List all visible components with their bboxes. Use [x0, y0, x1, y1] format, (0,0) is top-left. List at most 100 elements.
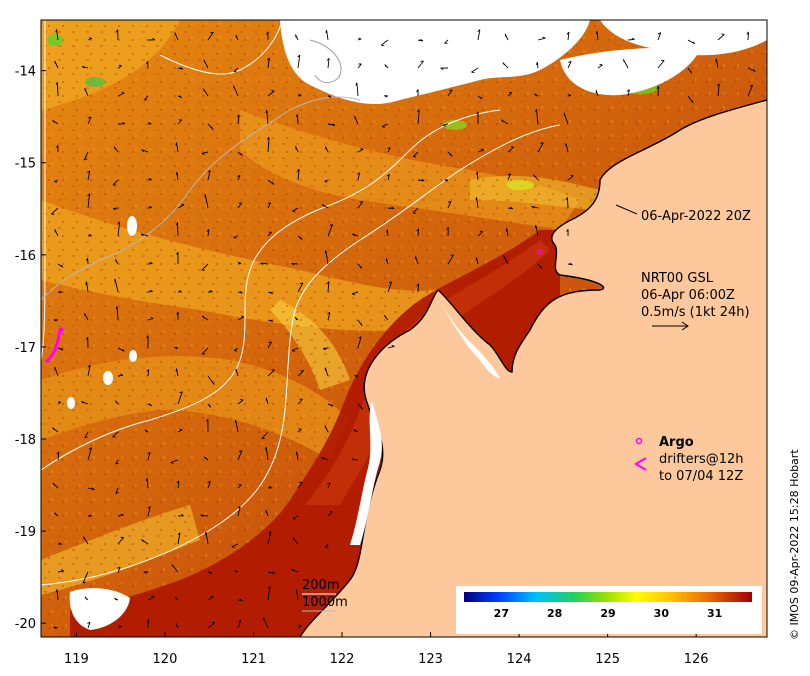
current-vector — [175, 623, 179, 629]
drifter-legend-line2: to 07/04 12Z — [659, 469, 743, 484]
cloud-speck-3 — [67, 397, 75, 409]
current-vector — [176, 480, 180, 489]
current-vector — [237, 619, 242, 629]
current-vector — [534, 93, 539, 97]
current-vector — [327, 482, 331, 489]
current-vector — [357, 37, 362, 41]
current-vector — [57, 290, 63, 294]
current-vector — [84, 596, 89, 601]
current-vector — [386, 174, 390, 181]
cool-spot-4 — [506, 180, 534, 190]
current-vector — [537, 263, 542, 269]
current-vector — [83, 151, 89, 161]
current-vector — [177, 203, 185, 209]
current-vector — [327, 311, 331, 321]
current-vector — [297, 624, 302, 629]
current-vector — [54, 60, 59, 69]
current-vector — [534, 224, 539, 237]
current-vector — [84, 87, 89, 97]
current-vector — [687, 39, 696, 45]
current-vector — [147, 317, 154, 321]
coastal-fringe-west — [350, 400, 382, 545]
current-vector — [87, 116, 92, 125]
current-vector — [147, 289, 153, 293]
current-vector — [177, 391, 183, 405]
cool-spot-5 — [443, 120, 467, 130]
current-vector — [321, 204, 329, 209]
current-vector — [657, 59, 665, 69]
current-vector — [117, 566, 121, 573]
current-vector — [267, 179, 275, 185]
current-vector — [267, 486, 273, 489]
current-vector — [141, 149, 149, 153]
current-product-label: NRT00 GSL — [641, 271, 714, 286]
current-vector — [175, 596, 179, 601]
current-vector — [292, 207, 299, 213]
current-time-label: 06-Apr 06:00Z — [641, 288, 735, 303]
lat-tick-label: -17 — [15, 341, 36, 356]
current-vector — [324, 425, 329, 433]
current-vector — [174, 32, 179, 41]
current-vector — [417, 178, 425, 182]
current-vector — [325, 29, 329, 41]
current-vector — [147, 38, 156, 41]
current-vector — [145, 478, 149, 489]
current-vector — [656, 86, 659, 97]
current-vector — [266, 31, 269, 40]
current-vector — [357, 63, 362, 69]
current-vector — [207, 123, 214, 130]
argo-float-marker — [537, 249, 543, 255]
current-vector — [147, 205, 153, 209]
current-vector — [117, 221, 121, 237]
current-vector — [55, 589, 59, 601]
current-vector — [115, 400, 119, 405]
cloud-speck-4 — [129, 350, 137, 362]
scale-arrow — [652, 321, 689, 331]
current-vector — [82, 536, 89, 545]
current-vector — [416, 228, 420, 237]
current-vector — [237, 174, 241, 181]
current-vector — [207, 31, 214, 41]
current-vector — [747, 84, 754, 97]
current-vector — [237, 449, 243, 461]
current-vector — [263, 617, 269, 629]
current-vector — [565, 197, 569, 209]
current-vector — [297, 235, 303, 240]
lat-tick-label: -15 — [15, 157, 36, 172]
current-vector — [231, 543, 239, 548]
current-vector — [235, 34, 239, 41]
current-vector — [266, 57, 270, 69]
current-vectors — [51, 29, 756, 630]
current-vector — [657, 32, 662, 41]
current-vector — [322, 347, 329, 351]
current-vector — [297, 282, 304, 293]
cool-spot-1 — [85, 77, 105, 87]
lon-tick-label: 123 — [418, 652, 443, 667]
current-vector — [117, 122, 126, 125]
current-vector — [115, 29, 119, 41]
current-vector — [177, 290, 182, 293]
current-vector — [237, 261, 242, 265]
current-vector — [295, 114, 299, 125]
current-vector — [207, 403, 211, 408]
current-vector — [627, 37, 635, 41]
current-vector — [295, 146, 299, 153]
current-vector — [267, 341, 272, 349]
current-vector — [444, 179, 449, 182]
current-vector — [267, 202, 272, 209]
current-vector — [115, 306, 119, 321]
current-vector — [54, 512, 59, 517]
current-vector — [535, 109, 539, 125]
current-vector — [626, 89, 630, 97]
current-vector — [147, 261, 153, 265]
current-vector — [207, 375, 215, 385]
drifter-legend-line1: drifters@12h — [659, 452, 744, 467]
current-vector — [265, 397, 269, 405]
current-vector — [115, 487, 119, 494]
current-vector — [233, 235, 239, 239]
lon-tick-label: 124 — [507, 652, 532, 667]
swath-pointer — [615, 204, 638, 215]
current-vector — [146, 369, 150, 377]
current-vector — [87, 447, 93, 461]
lat-tick-label: -20 — [15, 617, 36, 632]
